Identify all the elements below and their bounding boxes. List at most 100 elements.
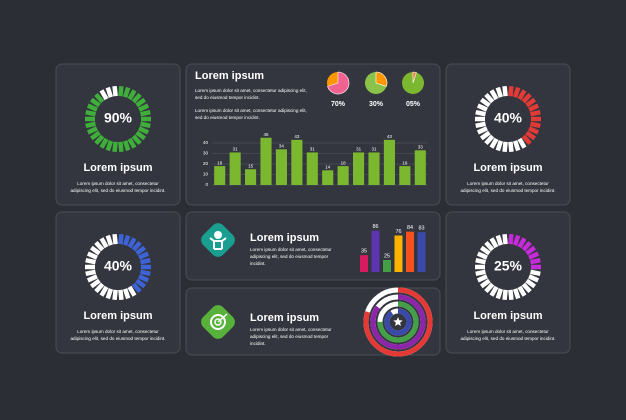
gauge-segment [489,237,499,249]
gauge-segment [517,285,527,297]
gauge-segment [528,274,540,283]
person-icon [201,223,235,257]
gauge-segment [118,85,124,97]
bar-value-label: 35 [361,249,367,255]
bar [260,137,272,185]
gauge-segment [140,121,151,129]
gauge-segment [495,288,504,300]
gauge-segment [94,240,105,252]
gauge-segment [484,240,495,252]
panel-text: incidint. [250,341,266,346]
gauge-segment [89,245,101,256]
panel-text: sed do eiusmod tempor incidint. [195,95,260,100]
gauge-segment [127,285,137,297]
pie-slice [412,71,417,84]
gauge-segment [131,134,142,146]
gauge-segment [521,282,532,294]
gauge-segment [484,92,495,104]
pie-label: 70% [331,101,346,108]
card-title: Lorem ipsum [83,310,152,322]
bar-value-label: 86 [372,224,378,230]
gauge-segment [118,233,124,245]
bar-value-label: 34 [279,143,285,148]
gauge-segment [476,103,488,112]
gauge-segment [138,274,150,283]
y-tick-label: 20 [203,161,209,166]
gauge-segment [122,140,131,152]
bar-value-label: 83 [418,226,424,232]
gauge-segment [85,269,96,277]
card [445,211,571,354]
bar [353,152,365,185]
y-tick-label: 30 [203,151,209,156]
ring-gauge [85,233,151,301]
gauge-segment [122,288,131,300]
bar [417,232,426,272]
bar [360,255,368,272]
gauge-segment [525,130,537,141]
gauge-segment [528,103,540,112]
card-text: adipiscing elit, sed do eiusmod tempor i… [71,336,166,341]
gauge-segment [475,257,486,265]
gauge-segment [512,86,521,98]
gauge-segment [127,237,137,249]
gauge-segment [489,89,499,101]
bar-value-label: 84 [407,225,413,231]
gauge-segment [122,86,131,98]
gauge-segment [525,278,537,289]
pie-label: 30% [369,101,384,108]
gauge-segment [517,89,527,101]
bar-value-label: 76 [395,229,401,235]
gauge-segment [118,289,124,301]
gauge-segment [508,85,514,97]
panel-title: Lorem ipsum [195,70,264,82]
bar [322,170,334,185]
gauge-segment [476,251,488,260]
gauge-segment [85,121,96,129]
gauge-segment [94,134,105,146]
gauge-label: 25% [494,258,523,274]
bar [371,230,380,272]
panel-text: sed do eiusmod tempor incidint. [195,115,260,120]
gauge-segment [105,288,114,300]
gauge-segment [489,285,499,297]
bar [291,139,303,185]
card-title: Lorem ipsum [473,310,542,322]
bar [245,169,257,185]
panel-text: adipiscing elit, sed do eiusmod tempor [250,334,329,339]
pie-slice [375,71,388,87]
gauge-segment [122,234,131,246]
gauge-segment [484,134,495,146]
bar [399,166,411,185]
bar [229,152,241,185]
gauge-segment [99,285,109,297]
gauge-segment [508,141,514,153]
gauge-segment [140,109,151,117]
gauge-segment [508,233,514,245]
pie-label: 05% [406,101,421,108]
gauge-segment [86,103,98,112]
gauge-segment [528,126,540,135]
gauge-label: 40% [104,258,133,274]
gauge-segment [495,86,504,98]
bar-value-label: 31 [233,147,239,152]
y-tick-label: 40 [203,140,209,145]
gauge-segment [484,282,495,294]
card [55,63,181,206]
ring-arc [377,301,419,343]
gauge-segment [140,257,151,265]
y-tick-label: 0 [205,182,208,187]
bar [383,139,395,185]
gauge-segment [475,109,486,117]
gauge-segment [135,278,147,289]
bar-value-label: 45 [263,132,269,137]
gauge-segment [530,121,541,129]
panel-text: Lorem ipsum dolor sit amet, consectetur [250,327,332,332]
gauge-segment [135,130,147,141]
gauge-label: 90% [104,110,133,126]
bar-value-label: 31 [310,147,316,152]
bar-value-label: 43 [294,134,300,139]
y-tick-label: 10 [203,172,209,177]
card-title: Lorem ipsum [473,162,542,174]
